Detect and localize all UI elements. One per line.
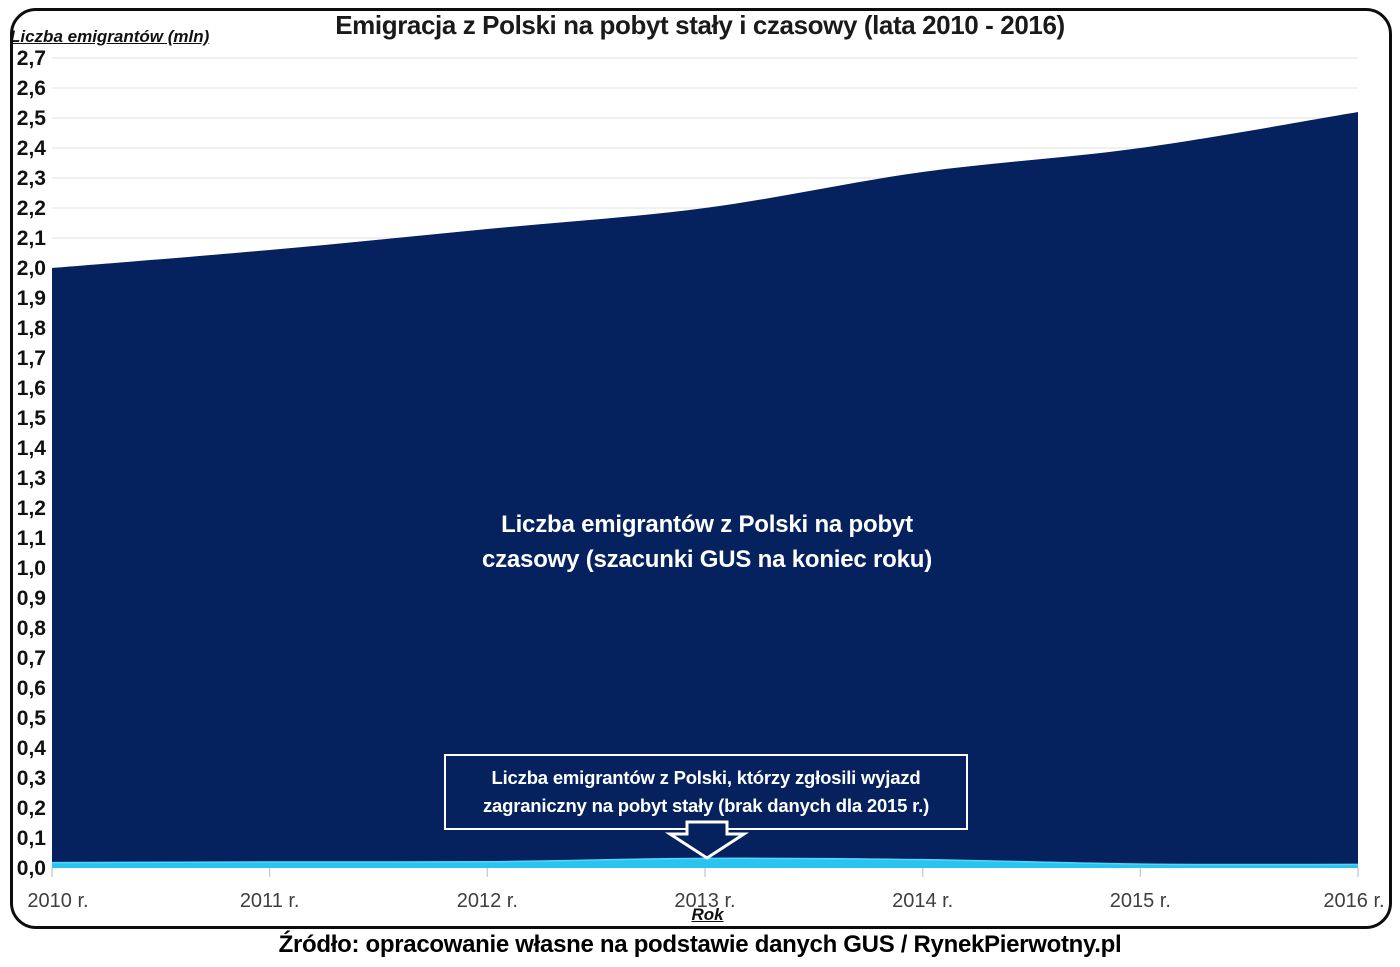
y-tick-label: 0,8: [17, 617, 47, 640]
y-tick-label: 2,1: [17, 227, 47, 250]
temporary-series-label: Liczba emigrantów z Polski na pobyt czas…: [481, 511, 933, 573]
x-tick-label: 2015 r.: [1110, 890, 1171, 912]
y-tick-label: 2,3: [17, 167, 46, 190]
y-tick-label: 1,3: [17, 467, 46, 490]
y-tick-label: 1,9: [17, 287, 46, 310]
y-tick-label: 0,3: [17, 767, 46, 790]
y-tick-label: 2,0: [17, 257, 46, 280]
down-arrow-icon: [664, 820, 750, 860]
y-tick-label: 1,0: [17, 557, 46, 580]
y-tick-label: 1,1: [17, 527, 47, 550]
chart-border-frame: [10, 8, 1392, 929]
y-axis-title: Liczba emigrantów (mln): [10, 27, 210, 46]
y-tick-label: 0,5: [17, 707, 47, 730]
x-tick-label: 2014 r.: [892, 890, 953, 912]
y-tick-label: 1,7: [17, 347, 46, 370]
y-tick-label: 0,6: [17, 677, 46, 700]
y-tick-label: 1,5: [17, 407, 47, 430]
y-tick-label: 2,4: [17, 137, 47, 160]
y-tick-label: 0,4: [17, 737, 47, 760]
source-caption: Źródło: opracowanie własne na podstawie …: [278, 931, 1122, 958]
area-series-0: [52, 112, 1358, 868]
area-series-1: [52, 858, 1358, 868]
y-tick-label: 2,5: [17, 107, 47, 130]
x-tick-label: 2016 r.: [1323, 890, 1384, 912]
x-tick-label: 2013 r.: [674, 890, 735, 912]
chart-title: Emigracja z Polski na pobyt stały i czas…: [335, 10, 1065, 40]
y-tick-label: 0,9: [17, 587, 46, 610]
y-tick-label: 2,2: [17, 197, 46, 220]
y-tick-label: 0,2: [17, 797, 46, 820]
y-tick-label: 1,2: [17, 497, 46, 520]
y-tick-label: 1,8: [17, 317, 47, 340]
y-tick-label: 2,6: [17, 77, 46, 100]
x-tick-label: 2010 r.: [27, 890, 88, 912]
x-tick-label: 2011 r.: [240, 890, 300, 912]
x-tick-label: 2012 r.: [457, 890, 518, 912]
y-tick-label: 0,1: [17, 827, 47, 850]
y-tick-label: 1,6: [17, 377, 46, 400]
y-tick-label: 1,4: [17, 437, 47, 460]
x-axis-title: Rok: [691, 905, 724, 924]
y-tick-label: 2,7: [17, 47, 46, 70]
y-tick-label: 0,0: [17, 857, 46, 880]
y-tick-label: 0,7: [17, 647, 46, 670]
